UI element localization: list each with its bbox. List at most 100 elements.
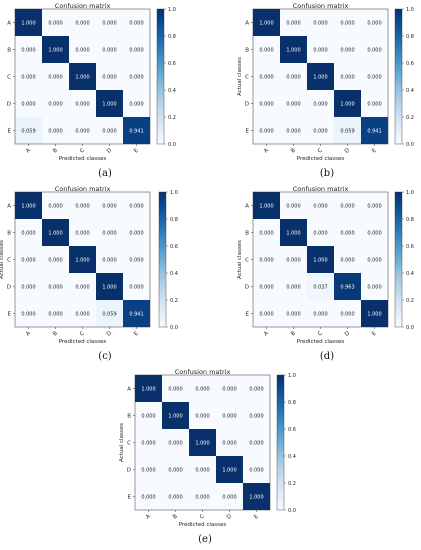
colorbar-tick-label: 1.0: [406, 190, 414, 196]
heatmap-cell: [135, 456, 162, 483]
y-axis-label: Actual classes: [119, 423, 125, 462]
cell-value-label: 0.000: [75, 21, 89, 27]
heatmap-cell: [253, 36, 280, 63]
colorbar-tick-label: 0.6: [406, 244, 414, 250]
colorbar-tick-label: 0.6: [288, 427, 296, 433]
cell-value-label: 1.000: [340, 102, 354, 108]
cell-value-label: 0.000: [259, 258, 273, 264]
heatmap-cell: [361, 246, 388, 273]
heatmap-cell: [69, 246, 96, 273]
heatmap-cell: [307, 63, 334, 90]
cell-value-label: 0.000: [129, 48, 143, 54]
colorbar-tick-label: 0.0: [170, 325, 178, 331]
y-tick-label: A: [245, 21, 249, 27]
heatmap-cell: [307, 219, 334, 246]
heatmap-cell: [243, 402, 270, 429]
heatmap-cell: [361, 36, 388, 63]
colorbar-tick-label: 0.8: [288, 400, 296, 406]
heatmap-cell: [334, 219, 361, 246]
heatmap-cell: [243, 456, 270, 483]
cell-value-label: 0.000: [21, 312, 35, 318]
colorbar-tick-label: 0.8: [406, 217, 414, 223]
heatmap-cell: [42, 9, 69, 36]
cell-value-label: 0.000: [313, 129, 327, 135]
x-tick-label: D: [226, 513, 233, 520]
colorbar-tick-label: 0.6: [406, 61, 414, 67]
colorbar-tick-label: 1.0: [168, 7, 176, 13]
heatmap-cell: [69, 63, 96, 90]
x-tick-label: A: [25, 330, 32, 337]
heatmap-cell: [69, 9, 96, 36]
heatmap-cell: [135, 483, 162, 510]
cell-value-label: 0.000: [21, 102, 35, 108]
cell-value-label: 0.000: [286, 258, 300, 264]
y-tick-label: A: [7, 204, 11, 210]
heatmap-cell: [280, 63, 307, 90]
colorbar-tick-label: 0.2: [168, 115, 176, 121]
x-axis-label: Predicted classes: [297, 156, 345, 162]
colorbar-tick-label: 0.2: [288, 481, 296, 487]
heatmap-cell: [69, 192, 96, 219]
cell-value-label: 1.000: [21, 204, 35, 210]
heatmap-cell: [42, 192, 69, 219]
chart-title: Confusion matrix: [55, 185, 111, 193]
cell-value-label: 0.000: [286, 21, 300, 27]
colorbar-tick-label: 0.8: [168, 34, 176, 40]
heatmap-cell: [96, 117, 123, 144]
cell-value-label: 1.000: [286, 48, 300, 54]
heatmap-cell: [189, 429, 216, 456]
colorbar-tick-label: 0.4: [406, 88, 414, 94]
x-tick-label: A: [145, 513, 152, 520]
x-tick-label: B: [52, 147, 59, 154]
cell-value-label: 0.000: [75, 231, 89, 237]
cell-value-label: 0.000: [313, 231, 327, 237]
cell-value-label: 1.000: [367, 312, 381, 318]
heatmap-cell: [162, 375, 189, 402]
cell-value-label: 0.000: [340, 48, 354, 54]
colorbar-tick-label: 1.0: [288, 373, 296, 379]
y-tick-label: E: [8, 312, 12, 318]
cell-value-label: 0.000: [367, 285, 381, 291]
heatmap-cell: [123, 117, 150, 144]
cell-value-label: 0.000: [129, 21, 143, 27]
x-tick-label: C: [79, 147, 86, 154]
cell-value-label: 0.000: [286, 204, 300, 210]
y-tick-label: D: [127, 468, 131, 474]
cell-value-label: 1.000: [168, 414, 182, 420]
heatmap-cell: [216, 483, 243, 510]
x-tick-label: B: [290, 147, 297, 154]
heatmap-cell: [334, 63, 361, 90]
cell-value-label: 0.000: [313, 102, 327, 108]
heatmap-cell: [189, 456, 216, 483]
y-tick-label: C: [7, 75, 11, 81]
cell-value-label: 0.000: [141, 468, 155, 474]
x-tick-label: E: [253, 513, 260, 520]
heatmap-cell: [69, 117, 96, 144]
heatmap-cell: [280, 90, 307, 117]
heatmap-cell: [307, 90, 334, 117]
cell-value-label: 0.000: [129, 102, 143, 108]
y-tick-label: B: [7, 48, 11, 54]
cell-value-label: 0.000: [102, 204, 116, 210]
y-axis-label: Actual classes: [0, 240, 5, 279]
y-tick-label: B: [245, 48, 249, 54]
colorbar-tick-label: 0.4: [406, 271, 414, 277]
heatmap-cell: [243, 429, 270, 456]
cell-value-label: 0.000: [48, 102, 62, 108]
cell-value-label: 1.000: [249, 495, 263, 501]
heatmap-cell: [69, 90, 96, 117]
heatmap-cell: [334, 192, 361, 219]
heatmap-cell: [253, 192, 280, 219]
cell-value-label: 0.000: [367, 102, 381, 108]
colorbar-tick-label: 0.0: [406, 142, 414, 148]
heatmap-cell: [162, 429, 189, 456]
colorbar: [276, 374, 285, 511]
chart-title: Confusion matrix: [293, 2, 349, 10]
y-tick-label: D: [7, 285, 11, 291]
heatmap-cell: [361, 90, 388, 117]
heatmap-cell: [253, 63, 280, 90]
x-axis-label: Predicted classes: [59, 339, 107, 345]
